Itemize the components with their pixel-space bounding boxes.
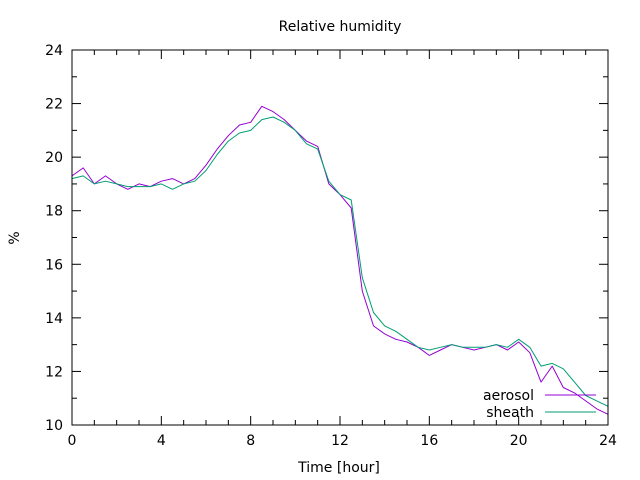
x-tick-label: 8 [246, 433, 255, 449]
series-line-sheath [71, 116, 609, 407]
y-tick-label: 22 [45, 97, 63, 113]
x-tick-label: 12 [331, 433, 349, 449]
x-axis-label: Time [hour] [297, 460, 380, 476]
legend-label-sheath: sheath [486, 405, 534, 421]
x-tick-label: 4 [157, 433, 166, 449]
series-line-aerosol [71, 105, 609, 415]
y-tick-label: 12 [45, 364, 63, 380]
y-tick-label: 20 [45, 150, 63, 166]
plot-area [71, 105, 609, 415]
axes: 0 4 8 12 16 20 24 10 12 14 16 18 20 22 24 [45, 43, 617, 449]
chart-title: Relative humidity [279, 19, 402, 35]
y-tick-label: 16 [45, 257, 63, 273]
y-tick-label: 10 [45, 418, 63, 434]
y-tick-label: 14 [45, 311, 63, 327]
y-axis-label: % [7, 231, 23, 244]
x-tick-label: 16 [420, 433, 438, 449]
y-tick-label: 24 [45, 43, 63, 59]
x-tick-label: 0 [68, 433, 77, 449]
plot-frame [71, 49, 609, 426]
x-tick-label: 24 [599, 433, 617, 449]
legend-label-aerosol: aerosol [483, 388, 534, 404]
x-tick-label: 20 [510, 433, 528, 449]
y-tick-label: 18 [45, 204, 63, 220]
